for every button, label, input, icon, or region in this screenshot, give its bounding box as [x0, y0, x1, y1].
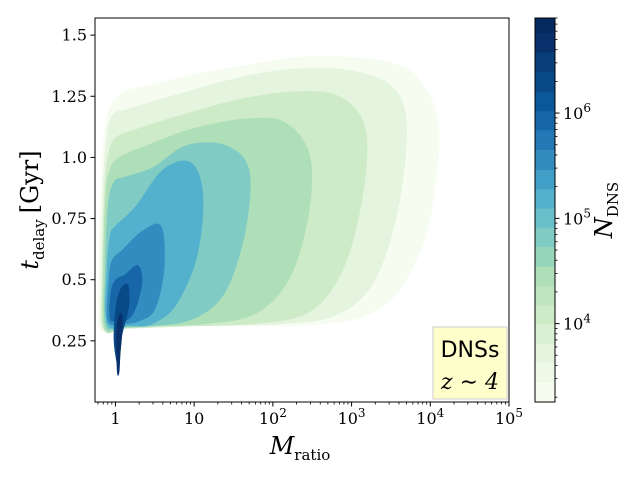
svg-text:Mratio: Mratio: [269, 432, 331, 464]
x-tick-label: 104: [416, 406, 444, 428]
x-axis-label-main: M: [269, 432, 296, 460]
contour-layer: [97, 56, 440, 376]
colorbar-band-2: [535, 343, 555, 363]
colorbar-band-17: [535, 52, 555, 72]
x-axis-label-sub: ratio: [294, 446, 330, 464]
colorbar-band-9: [535, 208, 555, 228]
contour-level-18: [116, 313, 123, 376]
x-axis-label: Mratio: [269, 432, 331, 464]
y-axis-label-main: t: [16, 260, 44, 270]
colorbar-band-19: [535, 18, 555, 34]
y-tick-label: 0.25: [51, 331, 87, 350]
colorbar-band-6: [535, 266, 555, 286]
colorbar-band-11: [535, 169, 555, 190]
y-axis-label-unit: [Gyr]: [16, 150, 44, 213]
x-tick-label: 102: [259, 406, 287, 428]
y-axis-ticks: 0.25 0.5 0.75 1.0 1.25 1.5: [51, 26, 95, 350]
colorbar: [535, 18, 555, 403]
colorbar-label: NDNS: [590, 182, 622, 239]
y-tick-label: 0.5: [62, 270, 87, 289]
y-axis-label-sub: delay: [30, 219, 48, 260]
y-tick-label: 1.25: [51, 87, 87, 106]
colorbar-label-main: N: [590, 216, 618, 239]
colorbar-label-sub: DNS: [604, 182, 622, 217]
svg-text:NDNS: NDNS: [590, 182, 622, 239]
x-tick-label: 1: [110, 409, 120, 428]
colorbar-band-12: [535, 149, 555, 171]
colorbar-band-0: [535, 381, 555, 403]
colorbar-band-1: [535, 362, 555, 383]
y-tick-label: 1.5: [62, 26, 87, 45]
colorbar-band-3: [535, 323, 555, 344]
colorbar-ticks: 104 105 106: [555, 17, 591, 398]
colorbar-band-7: [535, 246, 555, 267]
colorbar-band-10: [535, 188, 555, 209]
colorbar-band-18: [535, 32, 555, 53]
colorbar-tick-label: 104: [563, 312, 591, 334]
colorbar-band-8: [535, 227, 555, 247]
x-tick-label: 105: [495, 406, 523, 428]
colorbar-frame: [534, 17, 556, 403]
colorbar-band-16: [535, 71, 555, 92]
x-axis-ticks: 1 10 102 103 104 105: [97, 402, 523, 428]
colorbar-band-5: [535, 285, 555, 306]
svg-text:tdelay[Gyr]: tdelay [Gyr]: [16, 150, 48, 269]
x-tick-label: 103: [338, 406, 366, 428]
x-tick-label: 10: [184, 409, 204, 428]
plot-frame: [94, 17, 510, 403]
annotation-box: DNSs z ∼ 4: [432, 326, 508, 400]
colorbar-band-15: [535, 91, 555, 112]
colorbar-band-13: [535, 130, 555, 150]
annotation-line-1: DNSs: [441, 338, 500, 363]
annotation-background: [432, 326, 508, 400]
y-tick-label: 0.75: [51, 209, 87, 228]
annotation-line-2: z ∼ 4: [440, 370, 499, 395]
y-tick-label: 1.0: [62, 148, 87, 167]
y-axis-label: tdelay [Gyr]: [16, 150, 48, 269]
colorbar-tick-label: 105: [563, 206, 591, 228]
colorbar-band-14: [535, 110, 555, 131]
colorbar-tick-label: 106: [563, 101, 591, 123]
colorbar-band-4: [535, 305, 555, 325]
